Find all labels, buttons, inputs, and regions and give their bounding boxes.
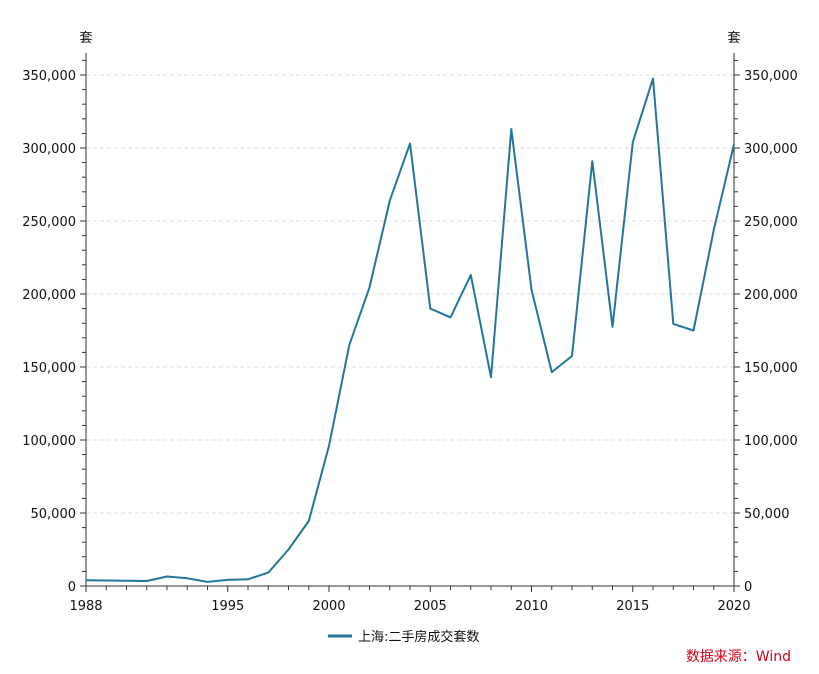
legend: 上海:二手房成交套数 xyxy=(328,629,479,645)
y-tick-label-right: 300,000 xyxy=(744,142,798,157)
x-tick-label: 1995 xyxy=(211,599,244,614)
y-tick-label-left: 0 xyxy=(68,580,76,595)
axes: 0 0 50,000 50,000 100,000 100,000 150,000 150,0… xyxy=(22,53,798,614)
x-tick-label: 2005 xyxy=(414,599,447,614)
y-tick-label-left: 350,000 xyxy=(22,69,76,84)
y-axis-unit-right: 套 xyxy=(727,30,740,46)
series-line xyxy=(85,77,735,583)
y-tick-label-right: 0 xyxy=(744,580,752,595)
x-tick-label: 2020 xyxy=(717,599,750,614)
y-tick-label-right: 250,000 xyxy=(744,215,798,230)
x-tick-label: 2000 xyxy=(312,599,345,614)
source-note: 数据来源：Wind xyxy=(685,649,791,665)
legend-label: 上海:二手房成交套数 xyxy=(358,629,479,645)
y-tick-label-left: 100,000 xyxy=(22,434,76,449)
y-tick-label-right: 50,000 xyxy=(744,507,790,522)
x-tick-label: 1988 xyxy=(69,599,102,614)
y-tick-label-left: 150,000 xyxy=(22,361,76,376)
grid-lines xyxy=(86,74,734,514)
y-tick-label-right: 350,000 xyxy=(744,69,798,84)
y-tick-label-left: 200,000 xyxy=(22,288,76,303)
y-tick-label-right: 150,000 xyxy=(744,361,798,376)
series-layer xyxy=(85,77,735,583)
y-axis-unit-left: 套 xyxy=(79,30,92,46)
y-tick-label-right: 200,000 xyxy=(744,288,798,303)
y-tick-label-right: 100,000 xyxy=(744,434,798,449)
y-tick-label-left: 250,000 xyxy=(22,215,76,230)
x-tick-label: 2010 xyxy=(515,599,548,614)
x-tick-label: 2015 xyxy=(616,599,649,614)
y-tick-label-left: 300,000 xyxy=(22,142,76,157)
y-tick-label-left: 50,000 xyxy=(31,507,77,522)
